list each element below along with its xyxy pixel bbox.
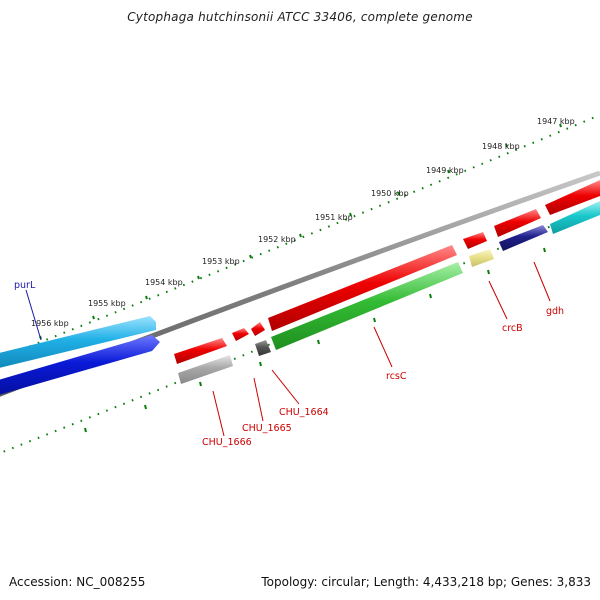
ruler-label-1956: 1956 kbp bbox=[31, 319, 69, 328]
ruler-label-1948: 1948 kbp bbox=[482, 142, 520, 151]
ruler-label-1951: 1951 kbp bbox=[315, 213, 353, 222]
gene-cyan-right bbox=[550, 201, 600, 234]
ruler-ticks-outer bbox=[39, 123, 562, 340]
map-title: Cytophaga hutchinsonii ATCC 33406, compl… bbox=[127, 10, 473, 24]
gene-crcb-red bbox=[463, 232, 487, 249]
gene-crcb-yellow bbox=[469, 249, 494, 267]
gene-label-gdh: gdh bbox=[546, 306, 564, 317]
genome-summary-text: Topology: circular; Length: 4,433,218 bp… bbox=[261, 575, 591, 589]
ruler-label-1954: 1954 kbp bbox=[145, 278, 183, 287]
gene-chu1666-red bbox=[174, 338, 227, 364]
gene-rcsc-red bbox=[268, 245, 457, 331]
gene-rcsc-green bbox=[271, 262, 463, 350]
ruler-label-1949: 1949 kbp bbox=[426, 166, 464, 175]
ruler-label-1953: 1953 kbp bbox=[202, 257, 240, 266]
gene-label-chu1665: CHU_1665 bbox=[242, 423, 292, 434]
gene-label-chu1666: CHU_1666 bbox=[202, 437, 252, 448]
label-leaders bbox=[25, 261, 551, 437]
ruler-label-1950: 1950 kbp bbox=[371, 189, 409, 198]
ruler-label-1955: 1955 kbp bbox=[88, 299, 126, 308]
gene-label-crcb: crcB bbox=[502, 323, 523, 334]
gene-label-chu1664: CHU_1664 bbox=[279, 407, 329, 418]
accession-text: Accession: NC_008255 bbox=[9, 575, 146, 589]
gene-label-purl: purL bbox=[14, 280, 36, 291]
gene-label-rcsc: rcsC bbox=[386, 371, 407, 382]
ruler-ticks-inner bbox=[84, 247, 546, 433]
gene-red-small-2 bbox=[251, 322, 265, 336]
gene-purl-bar bbox=[0, 316, 156, 368]
gene-gdh-navy bbox=[499, 225, 548, 251]
gene-blue-bar bbox=[0, 335, 160, 395]
ruler-outer-arc bbox=[0, 114, 600, 360]
gene-chu1665-dark bbox=[255, 340, 271, 356]
gene-red-right bbox=[545, 180, 600, 215]
gene-red-small-1 bbox=[232, 328, 249, 341]
ruler-label-1952: 1952 kbp bbox=[258, 235, 296, 244]
ruler-label-1947: 1947 kbp bbox=[537, 117, 575, 126]
gene-chu1666-grey bbox=[178, 355, 233, 384]
gene-gdh-red bbox=[494, 209, 541, 237]
